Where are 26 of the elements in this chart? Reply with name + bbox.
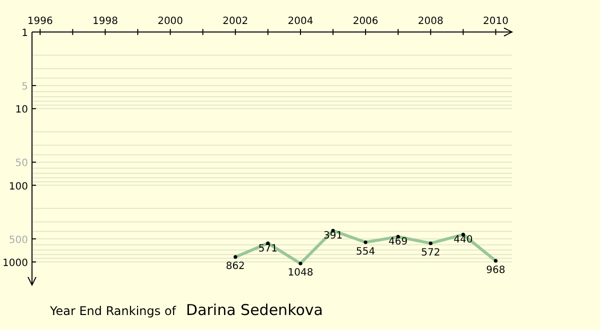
y-tick-label: 500 [8, 234, 28, 246]
data-label: 554 [356, 246, 376, 258]
y-tick-label: 100 [8, 181, 28, 192]
y-tick-label: 1000 [2, 258, 28, 269]
data-label: 862 [226, 260, 245, 272]
data-label: 440 [454, 234, 473, 246]
y-tick-label: 5 [22, 82, 28, 93]
data-label: 1048 [288, 267, 314, 278]
x-tick-label: 2008 [418, 16, 444, 27]
y-tick-label: 10 [15, 104, 28, 116]
x-tick-label: 2000 [158, 16, 184, 27]
x-tick-label: 1998 [92, 16, 118, 27]
x-tick-label: 2006 [352, 16, 378, 27]
data-label: 572 [421, 247, 440, 258]
data-label: 968 [486, 264, 506, 276]
y-tick-label: 50 [15, 158, 28, 170]
data-label: 391 [323, 230, 343, 242]
text: Year End Rankings of [50, 304, 176, 318]
data-label: 571 [258, 243, 278, 254]
data-label: 469 [388, 236, 408, 248]
x-tick-label: 2004 [288, 16, 314, 27]
x-tick-label: 1996 [27, 16, 53, 27]
text: Darina Sedenkova [186, 301, 323, 319]
x-tick-label: 2010 [483, 16, 508, 27]
x-tick-label: 2002 [222, 16, 248, 27]
y-tick-label: 1 [22, 28, 28, 39]
